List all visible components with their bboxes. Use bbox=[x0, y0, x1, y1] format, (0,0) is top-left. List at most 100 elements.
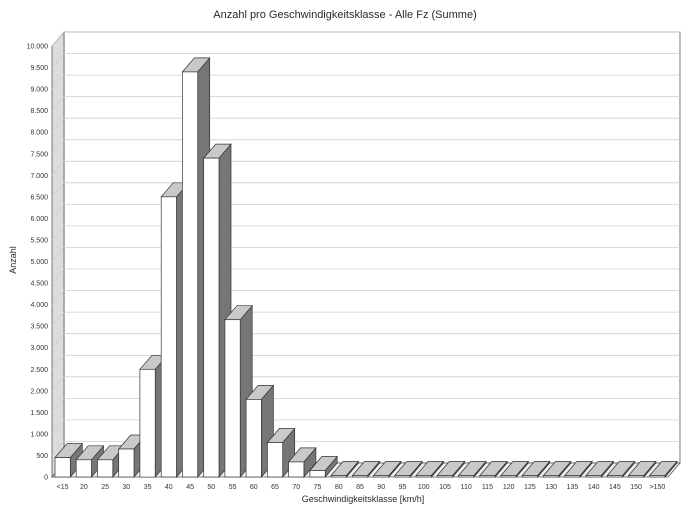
y-tick-labels: 0 500 1.000 1.500 2.000 2.500 3.000 3.500 4.000 4… bbox=[27, 44, 49, 482]
y-axis-label: Anzahl bbox=[8, 246, 18, 274]
x-tick-label: 30 bbox=[122, 484, 130, 491]
bar-front bbox=[182, 71, 199, 478]
bar-front bbox=[415, 475, 432, 478]
y-tick-label: 4.000 bbox=[30, 302, 48, 309]
gridline bbox=[51, 203, 680, 219]
x-tick-label: 60 bbox=[250, 484, 258, 491]
gridline bbox=[51, 160, 680, 176]
bar-front bbox=[585, 475, 602, 478]
bar-front bbox=[118, 448, 135, 478]
bar-front bbox=[479, 475, 496, 478]
gridline bbox=[51, 268, 680, 284]
y-tick-label: 7.500 bbox=[30, 151, 48, 158]
y-tick-label: 5.500 bbox=[30, 237, 48, 244]
y-tick-label: 9.000 bbox=[30, 87, 48, 94]
y-tick-label: 6.500 bbox=[30, 194, 48, 201]
bar-front bbox=[75, 459, 92, 478]
bar-front bbox=[267, 442, 284, 478]
bar bbox=[415, 460, 445, 478]
bar-front bbox=[224, 319, 241, 478]
x-tick-label: 50 bbox=[207, 484, 215, 491]
x-tick-label: 150 bbox=[630, 484, 642, 491]
x-tick-label: 90 bbox=[377, 484, 385, 491]
x-tick-label: 125 bbox=[524, 484, 536, 491]
gridline bbox=[51, 31, 680, 47]
x-axis-label: Geschwindigkeitsklasse [km/h] bbox=[302, 494, 425, 504]
x-tick-label: >150 bbox=[650, 484, 666, 491]
gridline bbox=[51, 376, 680, 392]
bar-front bbox=[309, 470, 326, 478]
bar-front bbox=[628, 475, 645, 478]
gridline bbox=[51, 419, 680, 435]
bar bbox=[372, 460, 402, 478]
bar bbox=[521, 460, 551, 478]
y-tick-label: 500 bbox=[36, 453, 48, 460]
x-tick-label: 110 bbox=[461, 484, 472, 491]
x-tick-label: 25 bbox=[101, 484, 109, 491]
bar-front bbox=[330, 475, 347, 478]
y-tick-label: 1.500 bbox=[30, 410, 48, 417]
x-tick-label: 75 bbox=[314, 484, 322, 491]
bar-front bbox=[436, 475, 453, 478]
x-tick-label: 55 bbox=[229, 484, 237, 491]
gridline bbox=[51, 225, 680, 241]
y-tick-label: 3.000 bbox=[30, 345, 48, 352]
y-tick-label: 9.500 bbox=[30, 65, 48, 72]
gridline bbox=[51, 96, 680, 111]
y-tick-label: 5.000 bbox=[30, 259, 48, 266]
bar-front bbox=[288, 461, 305, 478]
bar-front bbox=[564, 475, 581, 478]
gridline bbox=[51, 139, 680, 155]
bar-front bbox=[500, 475, 517, 478]
gridline bbox=[51, 440, 680, 456]
y-tick-label: 10.000 bbox=[27, 44, 49, 51]
bar bbox=[309, 455, 338, 478]
bar bbox=[351, 460, 381, 478]
gridline bbox=[51, 311, 680, 327]
bar-front bbox=[139, 368, 156, 478]
x-tick-labels: <15 20 25 30 35 40 45 50 55 60 65 70 75 80 85 90 95 100 10… bbox=[57, 484, 666, 491]
bar bbox=[627, 460, 657, 478]
x-tick-label: 145 bbox=[609, 484, 621, 491]
chart-title: Anzahl pro Geschwindigkeitsklasse - Alle… bbox=[213, 9, 476, 21]
x-tick-label: 35 bbox=[144, 484, 152, 491]
x-tick-label: 140 bbox=[588, 484, 600, 491]
bar-front bbox=[373, 475, 390, 478]
bar bbox=[564, 460, 593, 478]
y-tick-label: 8.500 bbox=[30, 108, 48, 115]
bar bbox=[330, 460, 360, 478]
bars bbox=[54, 56, 678, 478]
gridline bbox=[51, 74, 680, 90]
y-tick-label: 2.000 bbox=[30, 388, 48, 395]
gridline bbox=[51, 117, 680, 133]
gridline bbox=[51, 397, 680, 413]
y-tick-label: 3.500 bbox=[30, 324, 48, 331]
x-tick-label: 100 bbox=[418, 484, 430, 491]
bar bbox=[75, 444, 105, 478]
y-tick-label: 7.000 bbox=[30, 173, 48, 180]
gridline bbox=[51, 53, 680, 68]
bar-front bbox=[649, 475, 666, 478]
bar-front bbox=[203, 157, 220, 478]
x-tick-label: 45 bbox=[186, 484, 194, 491]
bar-front bbox=[606, 475, 623, 478]
gridline bbox=[51, 290, 680, 305]
x-tick-label: 120 bbox=[503, 484, 515, 491]
bar-front bbox=[521, 475, 538, 478]
bar bbox=[394, 460, 423, 478]
bar bbox=[436, 460, 466, 478]
bar bbox=[648, 460, 678, 478]
gridline bbox=[51, 182, 680, 198]
bar bbox=[585, 460, 615, 478]
bar bbox=[245, 384, 275, 478]
y-tick-label: 2.500 bbox=[30, 367, 48, 374]
x-tick-label: 70 bbox=[292, 484, 300, 491]
x-tick-label: 95 bbox=[399, 484, 407, 491]
gridline bbox=[51, 247, 680, 262]
x-tick-label: <15 bbox=[57, 484, 69, 491]
bar-front bbox=[245, 399, 262, 478]
bar-front bbox=[543, 475, 560, 478]
x-tick-label: 130 bbox=[545, 484, 557, 491]
gridlines bbox=[51, 31, 680, 456]
